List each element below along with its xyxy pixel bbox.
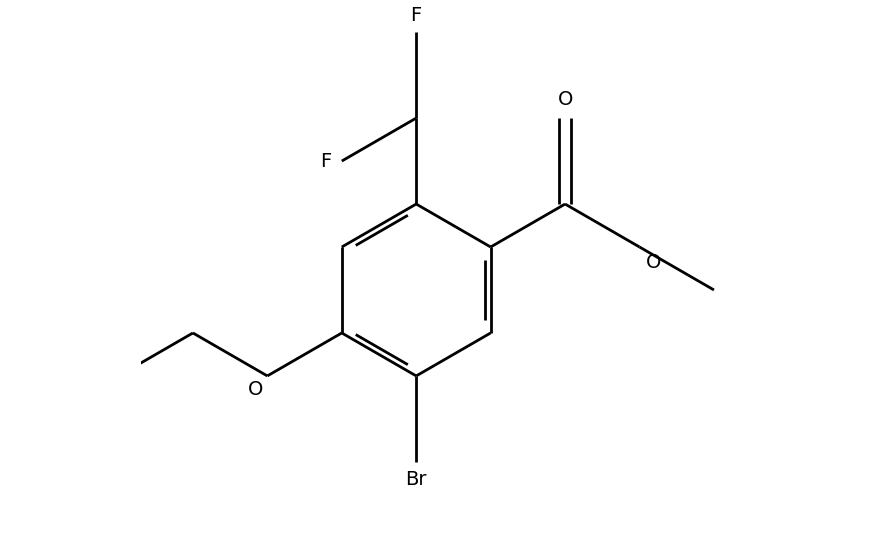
Text: F: F [410, 6, 422, 25]
Text: O: O [558, 91, 573, 109]
Text: F: F [320, 152, 332, 171]
Text: Br: Br [406, 470, 427, 490]
Text: O: O [248, 380, 263, 399]
Text: O: O [645, 253, 661, 272]
